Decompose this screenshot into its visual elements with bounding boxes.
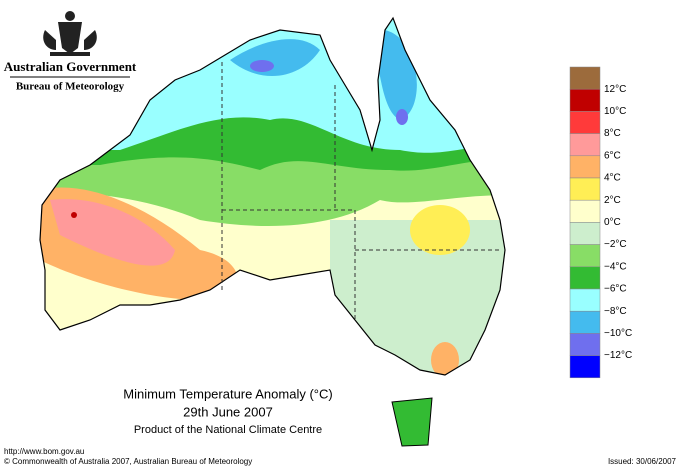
legend: 12°C 10°C 8°C 6°C 4°C 2°C 0°C −2°C −4°C −6°C −8°C −… [569, 66, 632, 379]
legend-label: −6°C [604, 284, 627, 295]
agency: Bureau of Meteorology [16, 81, 125, 93]
legend-label: 10°C [604, 106, 626, 117]
legend-label: −4°C [604, 261, 627, 272]
map-product: Product of the National Climate Centre [134, 424, 322, 436]
legend-label: −2°C [604, 239, 627, 250]
legend-label: −8°C [604, 306, 627, 317]
footer-issued: Issued: 30/06/2007 [608, 457, 677, 466]
tasmania [391, 397, 433, 447]
legend-swatch [569, 111, 601, 134]
coat-of-arms [43, 11, 97, 56]
legend-label: −12°C [604, 350, 632, 361]
legend-swatch [569, 88, 601, 112]
map-date: 29th June 2007 [183, 404, 273, 419]
legend-swatch [569, 310, 601, 334]
state-borders [221, 62, 500, 320]
legend-swatch [569, 177, 601, 201]
legend-label: 0°C [604, 217, 621, 228]
legend-label: 6°C [604, 150, 621, 161]
legend-label: 4°C [604, 173, 621, 184]
legend-swatch [569, 155, 601, 179]
legend-swatch [569, 355, 601, 379]
legend-label: 8°C [604, 128, 621, 139]
legend-swatch [569, 222, 601, 245]
legend-label: 12°C [604, 84, 626, 95]
legend-swatch [569, 288, 601, 312]
legend-swatch [569, 133, 601, 157]
legend-label: 2°C [604, 195, 621, 206]
footer-url: http://www.bom.gov.au [4, 447, 84, 456]
legend-swatch [569, 266, 601, 290]
legend-label: −10°C [604, 328, 632, 339]
legend-swatch [569, 66, 601, 90]
legend-swatch [569, 199, 601, 223]
government: Australian Government [4, 59, 137, 74]
legend-swatch [569, 333, 601, 356]
footer-copyright: © Commonwealth of Australia 2007, Austra… [4, 457, 252, 466]
legend-swatch [569, 244, 601, 268]
map-title: Minimum Temperature Anomaly (°C) [123, 386, 332, 401]
